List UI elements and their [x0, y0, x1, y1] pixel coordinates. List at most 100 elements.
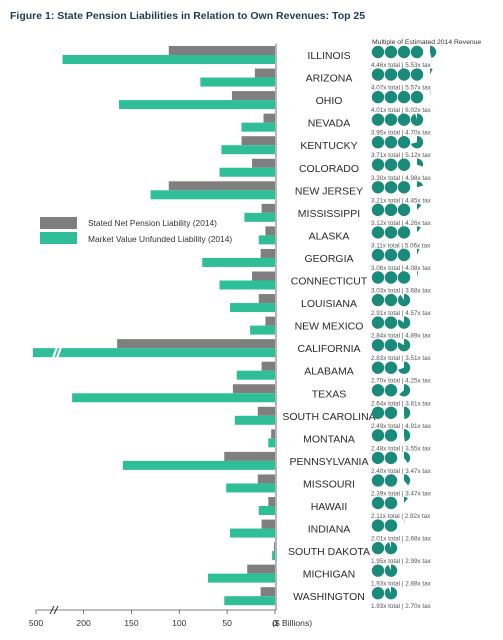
multiple-partial-circle: [430, 45, 437, 59]
multiple-header: Multiple of Estimated 2014 Revenue: [372, 39, 481, 46]
state-label: NEVADA: [308, 118, 350, 130]
multiple-circle: [384, 90, 398, 104]
multiple-circle: [371, 181, 385, 194]
state-label: MISSISSIPPI: [298, 208, 360, 220]
multiple-partial-circle: [417, 203, 422, 210]
bar-market: [150, 190, 275, 200]
bar-market: [244, 212, 275, 222]
x-tick-label: 200: [76, 618, 91, 628]
multiple-circle: [397, 181, 411, 194]
state-label: ARIZONA: [306, 73, 353, 85]
bar-market: [62, 55, 275, 64]
bar-stated: [274, 542, 275, 552]
multiple-circle: [410, 90, 424, 104]
state-label: MONTANA: [303, 433, 355, 445]
multiple-partial-circle: [417, 271, 419, 278]
multiple-partial-circle: [384, 564, 398, 577]
state-label: MISSOURI: [303, 478, 355, 490]
multiple-label: 1.93x total | 2.70x tax: [371, 603, 432, 610]
multiple-label: 2.01x total | 2.68x tax: [371, 536, 432, 543]
multiple-partial-circle: [417, 158, 424, 167]
bar-stated: [261, 361, 275, 371]
bar-market: [250, 325, 275, 335]
multiple-label: 3.95x total | 4.70x tax: [371, 130, 432, 137]
multiple-circle: [371, 451, 385, 465]
multiple-circle: [371, 90, 385, 104]
multiple-partial-circle: [384, 541, 398, 555]
bar-stated: [263, 113, 275, 123]
bar-stated: [261, 203, 275, 213]
multiple-circle: [384, 384, 398, 397]
multiple-label: 2.84x total | 4.89x tax: [371, 333, 432, 340]
multiple-circle: [371, 248, 385, 262]
legend-label-stated: Stated Net Pension Liability (2014): [88, 218, 217, 228]
bar-market: [258, 235, 275, 245]
state-label: GEORGIA: [304, 253, 353, 265]
multiple-circle: [384, 338, 398, 352]
bar-stated: [265, 316, 275, 326]
multiple-partial-circle: [410, 113, 424, 126]
multiple-circle: [371, 203, 385, 217]
state-label: ALABAMA: [304, 366, 354, 378]
bar-stated: [268, 497, 275, 506]
state-label: HAWAII: [311, 501, 348, 513]
multiple-circle: [384, 316, 398, 329]
multiple-label: 2.91x total | 4.57x tax: [371, 310, 432, 317]
multiple-circle: [371, 564, 385, 577]
state-label: CALIFORNIA: [297, 343, 360, 355]
bar-stated: [252, 158, 275, 168]
state-label: SOUTH CAROLINA: [282, 411, 375, 423]
bar-break-mark: [51, 346, 63, 359]
multiple-circle: [397, 271, 411, 284]
multiple-circle: [397, 113, 411, 126]
state-label: OHIO: [316, 95, 343, 107]
multiple-circle: [371, 338, 385, 352]
multiple-circle: [384, 293, 398, 307]
bar-stated: [252, 271, 275, 281]
multiple-circle: [371, 45, 385, 59]
multiple-partial-circle: [404, 406, 411, 419]
multiple-label: 4.07x total | 5.57x tax: [371, 85, 432, 92]
bar-stated: [231, 91, 275, 101]
bar-stated: [224, 451, 275, 461]
multiple-circle: [397, 136, 411, 149]
state-label: INDIANA: [308, 524, 351, 536]
multiple-circle: [384, 226, 398, 239]
multiple-label: 4.01x total | 6.02x tax: [371, 107, 432, 114]
bar-market: [268, 438, 275, 448]
multiple-circle: [371, 429, 385, 442]
bar-market: [219, 167, 275, 177]
multiple-label: 2.11x total | 2.92x tax: [371, 513, 431, 520]
bar-market: [234, 415, 275, 425]
bar-stated: [168, 46, 275, 55]
bar-market: [230, 303, 275, 313]
state-label: CONNECTICUT: [291, 276, 368, 288]
multiple-label: 3.03x total | 3.68x tax: [371, 288, 432, 295]
bar-market: [221, 145, 275, 155]
x-tick-label: 0: [273, 618, 278, 628]
multiple-circle: [371, 316, 385, 329]
bar-stated: [117, 339, 275, 349]
bar-stated: [241, 136, 275, 146]
multiple-partial-circle: [397, 338, 411, 352]
bar-stated: [258, 294, 275, 304]
multiple-label: 4.46x total | 5.53x tax: [371, 62, 432, 69]
multiple-circle: [371, 496, 385, 510]
bar-stated: [265, 226, 275, 236]
state-label: LOUISIANA: [301, 298, 357, 310]
bar-stated: [260, 248, 275, 258]
state-label: NEW MEXICO: [295, 321, 364, 333]
multiple-circle: [384, 519, 398, 532]
bar-market: [119, 100, 275, 110]
multiple-circle: [384, 158, 398, 171]
multiple-partial-circle: [404, 474, 411, 486]
bar-market: [202, 257, 275, 267]
state-label: NEW JERSEY: [295, 185, 363, 197]
multiple-circle: [384, 451, 398, 465]
state-label: TEXAS: [312, 388, 346, 400]
multiple-circle: [384, 361, 398, 374]
multiple-circle: [384, 474, 398, 487]
multiple-label: 3.71x total | 5.12x tax: [371, 152, 432, 159]
multiple-circle: [371, 519, 385, 532]
multiple-circle: [397, 248, 411, 262]
